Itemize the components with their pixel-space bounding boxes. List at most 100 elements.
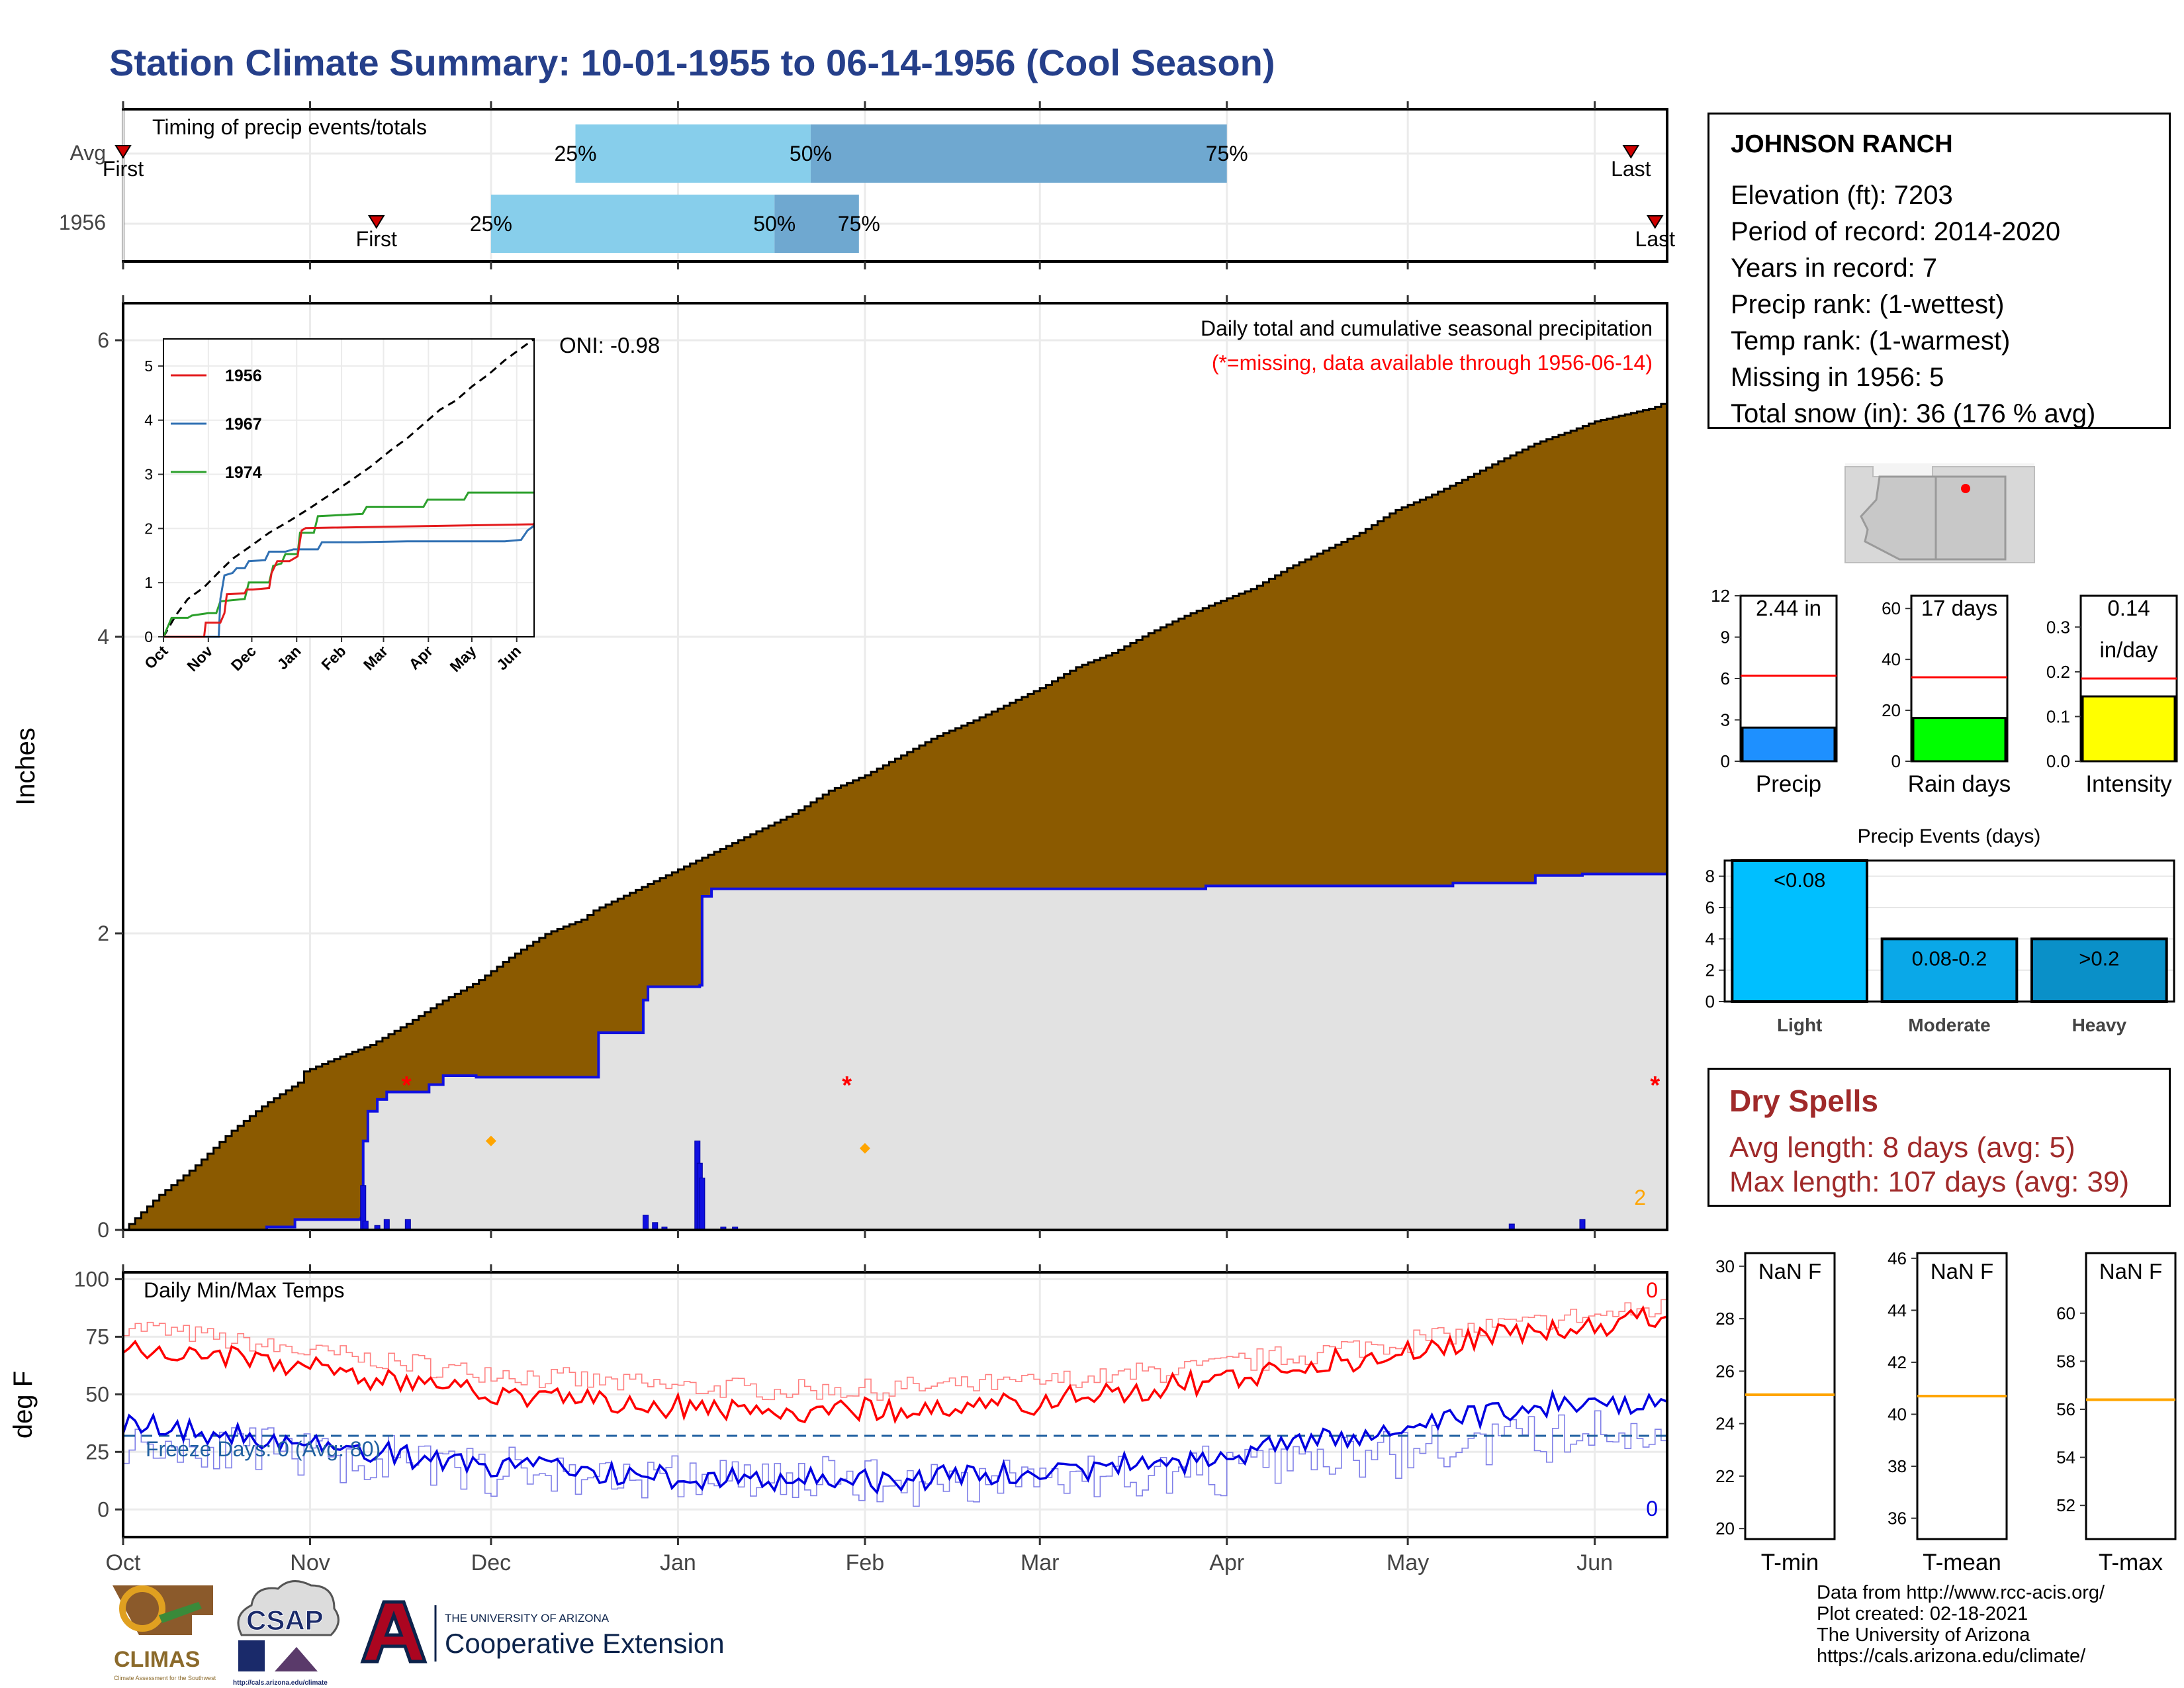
logos: CLIMAS Climate Assessment for the Southw…: [113, 1580, 725, 1687]
snow-marker-0: [485, 1135, 496, 1147]
temp-box-value-1: NaN F: [1931, 1259, 1993, 1284]
metric-ytick-label-0-2: 6: [1721, 669, 1730, 688]
daily-bar-10: [699, 1178, 705, 1231]
tmin-year-line: [122, 1389, 1668, 1495]
timing-bar-lower-0: [575, 124, 811, 183]
oni-label: ONI: -0.98: [559, 333, 660, 357]
climas-text: CLIMAS: [114, 1647, 200, 1672]
temp-box-value-2: NaN F: [2099, 1259, 2162, 1284]
temp-ytick-label-1: 25: [85, 1440, 109, 1464]
credit-url: https://cals.arizona.edu/climate/: [1817, 1646, 2086, 1667]
metric-value-unit-2: in/day: [2099, 637, 2158, 662]
tmax-count: 0: [1646, 1278, 1658, 1302]
events-category-1: Moderate: [1908, 1015, 1990, 1035]
metric-ytick-label-2-2: 0.2: [2046, 662, 2070, 682]
dry-spells-avg: Avg length: 8 days (avg: 5): [1729, 1131, 2075, 1164]
climas-subtext: Climate Assessment for the Southwest: [114, 1675, 216, 1681]
temp-box-frame-2: [2085, 1252, 2177, 1540]
timing-first-marker-1: [367, 215, 385, 229]
timing-panel: 25% 50% 75% First Last 25% 50% 75% First Last Tim…: [59, 101, 1675, 269]
precip-events-bars: 0 2 4 6 8 <0.08 Light 0.08-0.2 Moderate >0.2 Heavy: [1706, 859, 2175, 1035]
metric-value-1: 17 days: [1921, 596, 1998, 620]
tmin-avg-line: [123, 1410, 1668, 1507]
metric-label-1: Rain days: [1908, 771, 2011, 797]
csap-bars: [238, 1640, 265, 1671]
metric-ytick-label-2-0: 0.0: [2046, 751, 2070, 771]
temp-box-ytick-label-2-4: 60: [2056, 1303, 2075, 1323]
events-ytick-label-0: 0: [1706, 992, 1715, 1011]
credit-university: The University of Arizona: [1817, 1624, 2030, 1646]
metric-ytick-label-0-3: 9: [1721, 628, 1730, 647]
precip-ytick-label-0: 0: [97, 1218, 109, 1242]
precip-ylabel: Inches: [11, 727, 40, 806]
precip-x-axis: [122, 295, 1596, 1238]
timing-last-marker-0: [1622, 145, 1640, 159]
temp-box-label-0: T-min: [1761, 1550, 1819, 1575]
metric-value-2: 0.14: [2107, 596, 2150, 620]
temp-box-ytick-label-1-4: 44: [1888, 1300, 1907, 1320]
events-category-2: Heavy: [2072, 1015, 2127, 1035]
precip-ytick-label-3: 6: [97, 328, 109, 352]
metric-ytick-label-2-1: 0.1: [2046, 706, 2070, 726]
events-category-0: Light: [1777, 1015, 1822, 1035]
events-ytick-label-4: 8: [1706, 867, 1715, 886]
temp-box-ytick-label-1-5: 46: [1888, 1248, 1907, 1268]
metric-ytick-label-1-2: 40: [1882, 649, 1901, 669]
metric-ytick-label-1-3: 60: [1882, 598, 1901, 618]
csap-cloud: [237, 1580, 340, 1636]
temp-box-ytick-label-1-3: 42: [1888, 1352, 1907, 1372]
year-cumulative-area: [123, 872, 1667, 1230]
csap-text: CSAP: [246, 1605, 324, 1636]
inset-ytick-label-5: 5: [144, 357, 153, 375]
station-precip-rank: Precip rank: (1-wettest): [1731, 290, 2005, 319]
metric-bar-2: [2081, 695, 2176, 763]
timing-pct-label-1-1: 50%: [753, 212, 796, 236]
precip-events-title: Precip Events (days): [1858, 825, 2041, 847]
metric-boxes: 0 3 6 9 12 2.44 in Precip 0 20 40 60 17 days Rain da…: [1711, 586, 2178, 797]
temp-ylabel: deg F: [9, 1371, 38, 1438]
timing-last-label-1: Last: [1635, 227, 1676, 251]
events-bar-label-0: <0.08: [1774, 868, 1825, 892]
timing-pct-label-1-0: 25%: [470, 212, 512, 236]
temp-frame-bg: [123, 1272, 1667, 1537]
ua-line2: Cooperative Extension: [445, 1628, 725, 1659]
temp-box-ytick-label-0-4: 28: [1715, 1309, 1735, 1329]
timing-pct-label-0-1: 50%: [790, 142, 832, 165]
temp-xtick-label-0: Oct: [106, 1550, 141, 1575]
inset-ytick-label-4: 4: [144, 412, 153, 429]
events-bar-heavy: [2030, 937, 2168, 1004]
temp-ytick-label-2: 50: [85, 1382, 109, 1406]
csap-logo: CSAP http://cals.arizona.edu/climate: [233, 1580, 340, 1687]
inset-frame-bg: [163, 339, 534, 637]
precip-corner-count: 2: [1634, 1186, 1646, 1209]
metric-label-2: Intensity: [2085, 771, 2172, 797]
station-temp-rank: Temp rank: (1-warmest): [1731, 326, 2011, 355]
metric-bar-0: [1741, 726, 1836, 763]
temp-xtick-label-4: Feb: [846, 1550, 885, 1575]
station-years: Years in record: 7: [1731, 254, 1938, 283]
metric-ytick-label-1-0: 0: [1891, 751, 1901, 771]
credit-created: Plot created: 02-18-2021: [1817, 1603, 2028, 1624]
tmin-count: 0: [1646, 1497, 1658, 1521]
timing-bars: 25% 50% 75% First Last 25% 50% 75% First Last: [103, 124, 1675, 253]
precip-events-chart: Precip Events (days) 0 2 4 6 8 <0.08 Light 0.08…: [1706, 825, 2175, 1035]
climas-sun: [119, 1585, 165, 1632]
timing-first-label-0: First: [103, 157, 144, 181]
metric-intensity: 0.0 0.1 0.2 0.3 0.14 in/day Intensity: [2046, 594, 2178, 797]
temp-xtick-label-1: Nov: [290, 1550, 330, 1575]
inset-line-1974: [162, 491, 534, 637]
temp-box-ytick-label-2-1: 54: [2056, 1448, 2075, 1468]
missing-marker-0: *: [402, 1072, 412, 1100]
state-map: [1844, 463, 2035, 563]
precip-y-axis: 0 2 4 6: [97, 328, 123, 1242]
inset-legend-label-1967: 1967: [225, 415, 262, 434]
inset-series-lines: [162, 338, 535, 638]
missing-marker-2: *: [1650, 1072, 1660, 1100]
daily-bar-4: [404, 1219, 411, 1231]
temp-box-ytick-label-2-0: 52: [2056, 1495, 2075, 1515]
station-location-dot: [1961, 484, 1970, 493]
climas-cactus: [159, 1602, 202, 1623]
temp-xtick-label-7: May: [1387, 1550, 1429, 1575]
daily-bar-3: [383, 1219, 390, 1231]
